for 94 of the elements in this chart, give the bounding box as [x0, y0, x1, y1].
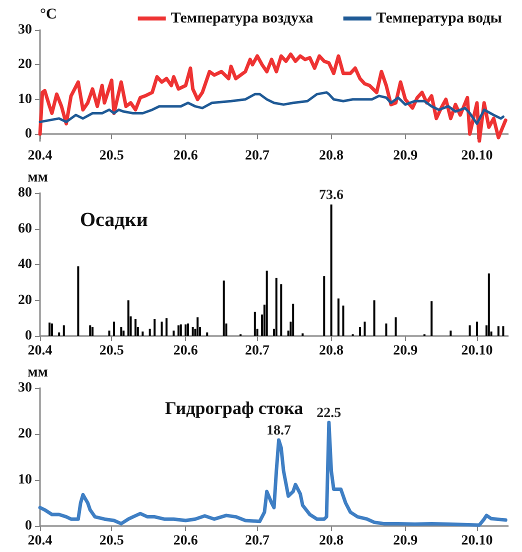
bar — [222, 280, 225, 336]
bar — [196, 317, 199, 336]
y-tick-label: 0 — [25, 328, 32, 344]
y-axis-title: мм — [28, 170, 48, 186]
data-label: 22.5 — [316, 406, 342, 421]
bar — [120, 327, 122, 336]
y-tick-label: 10 — [18, 472, 32, 488]
y-tick-label: 80 — [18, 186, 32, 200]
x-tick-label: 20.6 — [173, 344, 198, 358]
x-tick-label: 20.10 — [461, 344, 493, 358]
y-tick-label: 20 — [18, 57, 32, 72]
bar — [468, 325, 471, 336]
x-tick-label: 20.9 — [393, 148, 418, 164]
y-tick-label: 40 — [18, 257, 32, 272]
bar — [275, 278, 278, 336]
data-label: 18.7 — [266, 423, 292, 438]
y-tick-label: 30 — [18, 22, 32, 38]
x-tick-label: 20.7 — [245, 148, 270, 164]
y-tick-label: 20 — [18, 426, 32, 442]
bar — [394, 317, 397, 336]
bar — [497, 326, 500, 336]
bar — [187, 323, 190, 336]
x-tick-label: 20.6 — [173, 148, 198, 164]
bar — [192, 327, 194, 336]
bar — [254, 312, 256, 336]
y-tick-label: 0 — [25, 126, 32, 142]
bar — [77, 266, 80, 336]
bar — [302, 333, 304, 336]
y-axis-title: мм — [28, 364, 48, 380]
bar — [476, 322, 478, 336]
x-tick-label: 20.10 — [461, 148, 493, 164]
legend-label: Температура воздуха — [170, 10, 314, 26]
bar — [166, 318, 168, 336]
y-tick-label: 30 — [18, 380, 32, 396]
bar — [113, 322, 116, 336]
x-tick-label: 20.7 — [245, 344, 270, 358]
bar — [358, 327, 361, 336]
line-series — [38, 52, 508, 143]
x-tick-label: 20.8 — [319, 148, 344, 164]
x-tick-label: 20.9 — [393, 344, 418, 358]
bar — [430, 301, 433, 336]
bar — [323, 276, 326, 336]
x-tick-label: 20.4 — [28, 148, 52, 164]
bar — [364, 322, 366, 336]
bar — [89, 325, 92, 336]
legend-label: Температура воды — [376, 10, 502, 26]
y-axis-title: °C — [40, 6, 57, 22]
x-tick-label: 20.7 — [245, 534, 270, 548]
bar — [48, 322, 51, 336]
bar — [127, 300, 130, 336]
y-tick-label: 0 — [25, 518, 32, 534]
bar — [50, 323, 53, 336]
x-tick-label: 20.9 — [393, 534, 418, 548]
bar — [206, 332, 208, 336]
x-tick-label: 20.5 — [99, 148, 124, 164]
x-tick-label: 20.4 — [28, 344, 52, 358]
bar — [148, 328, 151, 336]
text: Осадки — [80, 209, 148, 231]
bar — [122, 330, 125, 336]
bar — [342, 306, 344, 336]
bar — [385, 323, 388, 336]
text: Гидрограф стока — [165, 398, 304, 418]
y-tick-label: 20 — [18, 292, 32, 308]
y-tick-label: 10 — [18, 92, 32, 107]
bar — [180, 324, 182, 336]
x-tick-label: 20.10 — [461, 534, 493, 548]
bar — [142, 332, 144, 336]
bar — [177, 325, 180, 336]
x-tick-label: 20.6 — [173, 534, 198, 548]
bar — [488, 273, 490, 336]
bar — [502, 326, 504, 336]
x-tick-label: 20.8 — [319, 344, 344, 358]
bar — [292, 304, 294, 336]
x-tick-label: 20.4 — [28, 534, 52, 548]
data-label: 73.6 — [319, 188, 344, 203]
bar — [266, 270, 268, 336]
bar — [134, 319, 137, 336]
y-tick-label: 60 — [18, 221, 32, 236]
x-tick-label: 20.5 — [99, 534, 124, 548]
bar — [330, 204, 332, 336]
bar — [154, 319, 156, 336]
x-tick-label: 20.8 — [319, 534, 344, 548]
bar — [92, 327, 94, 336]
bar — [450, 330, 452, 336]
bar — [337, 298, 340, 336]
bar — [160, 322, 163, 336]
bar — [280, 284, 282, 336]
bar — [373, 300, 376, 336]
x-tick-label: 20.5 — [99, 344, 124, 358]
line-series — [38, 91, 504, 125]
bar — [184, 324, 187, 336]
bar — [58, 332, 60, 336]
bar — [108, 330, 110, 336]
bar — [172, 330, 175, 336]
